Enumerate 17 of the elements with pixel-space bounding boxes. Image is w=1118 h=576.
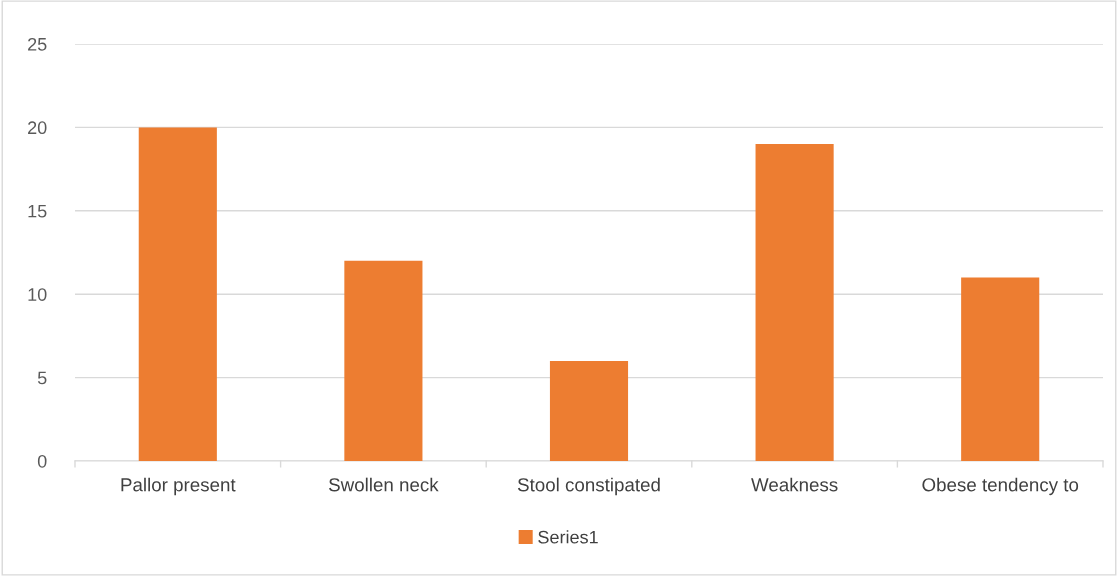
- x-tick-label: Obese tendency to: [922, 477, 1079, 496]
- x-tick-label: Stool constipated: [517, 477, 660, 496]
- y-tick-label: 15: [28, 204, 47, 218]
- y-tick-label: 5: [37, 371, 47, 385]
- x-tick-label: Pallor present: [121, 477, 236, 496]
- bar: [755, 144, 834, 461]
- y-tick-label: 25: [28, 37, 47, 51]
- x-tick-label: Weakness: [751, 477, 838, 492]
- x-tick-label: Swollen neck: [329, 477, 439, 492]
- bar: [344, 260, 423, 461]
- y-tick-label: 10: [28, 288, 47, 301]
- legend-label: Series1: [538, 530, 598, 544]
- y-tick-label: 20: [28, 121, 47, 135]
- bar: [138, 127, 217, 461]
- bar: [549, 360, 629, 461]
- bar: [961, 277, 1040, 461]
- y-tick-label: 0: [37, 454, 47, 468]
